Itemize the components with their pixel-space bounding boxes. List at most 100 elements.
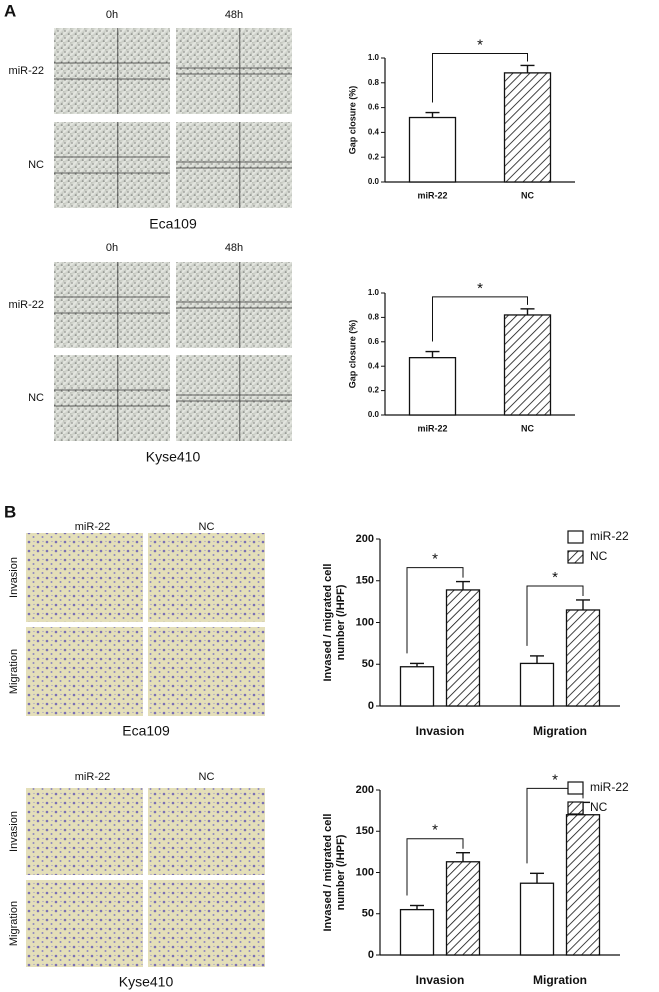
y-tick-label: 1.0: [368, 288, 380, 297]
bar: [503, 314, 552, 416]
significance-label: *: [477, 36, 483, 53]
y-axis-label: Gap closure (%): [347, 86, 357, 155]
y-tick-label: 1.0: [368, 53, 380, 62]
bar: [503, 72, 552, 183]
x-tick-label: NC: [521, 190, 534, 200]
y-tick-label: 150: [356, 575, 374, 587]
column-label: NC: [199, 771, 215, 783]
significance-bracket: [406, 567, 464, 654]
x-tick-label: miR-22: [417, 190, 447, 200]
y-tick-label: 0.6: [368, 337, 380, 346]
legend-swatch: [567, 801, 584, 815]
column-label: miR-22: [75, 771, 110, 783]
legend-swatch: [567, 530, 584, 544]
y-tick-label: 0.2: [368, 152, 380, 161]
row-label: miR-22: [9, 65, 44, 77]
cell-line-label: Kyse410: [119, 974, 174, 990]
y-tick-label: 50: [362, 908, 374, 920]
y-axis-label: number (/HPF): [335, 834, 347, 910]
y-tick-label: 0.0: [368, 410, 380, 419]
wound-image: [176, 122, 292, 208]
legend-label: NC: [590, 800, 608, 814]
legend-label: miR-22: [590, 529, 629, 543]
wound-image: [54, 28, 170, 114]
x-tick-label: miR-22: [417, 423, 447, 433]
bar: [519, 882, 555, 956]
y-tick-label: 200: [356, 533, 374, 545]
x-tick-label: Invasion: [416, 724, 465, 738]
significance-label: *: [552, 771, 558, 788]
y-tick-label: 0.8: [368, 78, 380, 87]
y-tick-label: 200: [356, 784, 374, 796]
cell-line-label: Eca109: [122, 723, 170, 739]
wound-image: [54, 122, 170, 208]
significance-label: *: [477, 280, 483, 297]
significance-bracket: [432, 296, 528, 342]
legend-label: miR-22: [590, 780, 629, 794]
panel-letter: A: [4, 1, 16, 20]
y-tick-label: 0.0: [368, 177, 380, 186]
y-tick-label: 100: [356, 866, 374, 878]
transwell-image: [148, 788, 265, 875]
transwell-image: [26, 880, 143, 967]
y-axis-label: Invased / migrated cell: [322, 814, 334, 932]
content: A B 0h 48h miR-22 NC Eca109 0h 48h miR-22 NC Kyse41…: [4, 1, 629, 989]
legend-label: NC: [590, 549, 608, 563]
bar: [565, 609, 601, 707]
bar: [399, 666, 435, 707]
wound-image: [54, 262, 170, 348]
y-tick-label: 100: [356, 616, 374, 628]
column-label: 48h: [225, 9, 243, 21]
significance-label: *: [432, 551, 438, 568]
wound-image: [176, 355, 292, 441]
bar: [408, 116, 457, 183]
row-label: Invasion: [8, 557, 20, 598]
y-tick-label: 150: [356, 825, 374, 837]
column-label: 0h: [106, 242, 118, 254]
wound-image: [176, 262, 292, 348]
y-tick-label: 0.4: [368, 128, 380, 137]
bar: [565, 814, 601, 956]
y-tick-label: 0.8: [368, 313, 380, 322]
column-label: 48h: [225, 242, 243, 254]
column-label: miR-22: [75, 521, 110, 533]
transwell-image: [26, 627, 143, 716]
transwell-image: [26, 533, 143, 622]
x-tick-label: Invasion: [416, 973, 465, 987]
y-tick-label: 0.2: [368, 386, 380, 395]
legend-swatch: [567, 550, 584, 564]
row-label: Migration: [8, 901, 20, 946]
bar: [445, 861, 481, 956]
bar: [445, 589, 481, 707]
transwell-image: [148, 880, 265, 967]
y-tick-label: 0.4: [368, 361, 380, 370]
row-label: Invasion: [8, 811, 20, 852]
significance-bracket: [526, 585, 584, 646]
wound-image: [176, 28, 292, 114]
y-tick-label: 0: [368, 700, 374, 712]
significance-label: *: [552, 569, 558, 586]
bar: [519, 662, 555, 707]
transwell-image: [148, 533, 265, 622]
y-tick-label: 0.6: [368, 103, 380, 112]
column-label: NC: [199, 521, 215, 533]
legend-swatch: [567, 781, 584, 795]
x-tick-label: Migration: [533, 724, 587, 738]
row-label: Migration: [8, 649, 20, 694]
cell-line-label: Kyse410: [146, 449, 201, 465]
y-tick-label: 50: [362, 658, 374, 670]
column-label: 0h: [106, 9, 118, 21]
wound-image: [54, 355, 170, 441]
bar: [399, 908, 435, 956]
transwell-image: [26, 788, 143, 875]
x-tick-label: Migration: [533, 973, 587, 987]
row-label: miR-22: [9, 299, 44, 311]
bar: [408, 357, 457, 416]
y-axis-label: number (/HPF): [335, 584, 347, 660]
x-tick-label: NC: [521, 423, 534, 433]
transwell-image: [148, 627, 265, 716]
significance-label: *: [432, 822, 438, 839]
cell-line-label: Eca109: [149, 216, 197, 232]
row-label: NC: [28, 392, 44, 404]
